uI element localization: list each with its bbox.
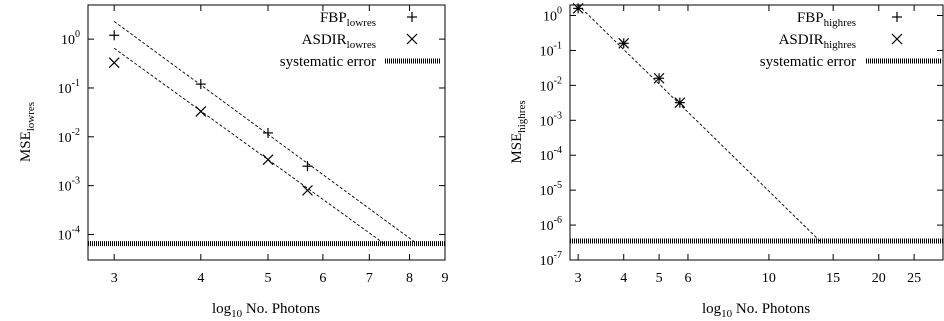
x-tick-label: 7	[366, 271, 373, 286]
y-tick-label: 10-7	[540, 250, 562, 269]
right-legend-plus-marker	[892, 12, 902, 22]
plus-marker	[195, 79, 206, 90]
x-tick-label: 10	[762, 271, 776, 286]
cross-marker	[302, 184, 313, 196]
y-tick-label: 10-3	[540, 110, 562, 129]
x-tick-label: 4	[197, 271, 204, 286]
left-y-axis-label: MSElowres	[18, 102, 37, 162]
y-tick-label: 10-4	[58, 224, 80, 243]
x-tick-label: 6	[684, 271, 691, 286]
right-fit-lines	[577, 4, 821, 242]
x-tick-label: 5	[656, 271, 663, 286]
right-x-axis-label: log10 No. Photons	[702, 301, 810, 320]
x-tick-label: 3	[575, 271, 582, 286]
x-tick-label: 15	[826, 271, 840, 286]
cross-marker	[406, 33, 418, 45]
plus-marker	[892, 12, 902, 22]
cross-marker	[195, 106, 207, 117]
x-tick-label: 4	[620, 271, 627, 286]
y-tick-label: 10-5	[540, 180, 562, 199]
left-ticks: 3 4 5 6 7 8 9 100 10-1 10-2 10-3 10-4	[58, 5, 449, 286]
y-tick-label: 10-2	[58, 127, 80, 146]
plus-marker	[109, 30, 120, 41]
y-tick-label: 10-2	[540, 75, 562, 94]
x-tick-label: 20	[872, 271, 886, 286]
cross-marker	[891, 33, 903, 45]
left-legend-cross-marker	[406, 33, 418, 45]
plus-marker	[407, 12, 417, 22]
left-legend-fbp-label: FBPlowres	[320, 10, 376, 29]
cross-marker	[618, 37, 630, 49]
left-plot-frame	[87, 4, 446, 261]
y-tick-label: 10-1	[540, 40, 562, 59]
plus-marker	[263, 127, 274, 138]
right-legend-fbp-label: FBPhighres	[797, 10, 856, 29]
left-x-axis-label: log10 No. Photons	[212, 301, 320, 320]
right-legend: FBPhighres ASDIRhighres systematic error	[760, 10, 942, 70]
y-tick-label: 10-4	[540, 145, 562, 164]
left-legend-plus-marker	[407, 12, 417, 22]
left-legend: FBPlowres ASDIRlowres systematic error	[280, 10, 440, 70]
fit-line	[113, 47, 385, 244]
x-tick-label: 3	[111, 271, 118, 286]
fit-line	[577, 4, 821, 242]
right-chart: 3 4 5 6 10 15 20 25 100 10-1 10-2 10-3 10-4 10-5 10-6 1…	[509, 2, 944, 320]
right-data-points	[572, 2, 686, 109]
y-tick-label: 10-6	[540, 215, 562, 234]
left-chart: 3 4 5 6 7 8 9 100 10-1 10-2 10-3 10-4 MSElowres log…	[18, 4, 449, 320]
x-tick-label: 5	[265, 271, 272, 286]
right-ticks: 3 4 5 6 10 15 20 25 100 10-1 10-2 10-3 10-4 10-5 10-6 1…	[540, 5, 943, 286]
x-tick-label: 8	[406, 271, 413, 286]
x-tick-label: 25	[907, 271, 921, 286]
right-legend-asdir-label: ASDIRhighres	[779, 32, 856, 51]
right-legend-syserr-label: systematic error	[760, 54, 856, 70]
right-legend-cross-marker	[891, 33, 903, 45]
right-plot-frame	[569, 4, 944, 261]
cross-marker	[674, 97, 686, 109]
cross-marker	[572, 2, 584, 14]
x-tick-label: 9	[442, 271, 449, 286]
cross-marker	[653, 72, 665, 84]
y-tick-label: 10-1	[58, 78, 80, 97]
y-tick-label: 10-3	[58, 176, 80, 195]
cross-marker	[262, 154, 274, 166]
right-y-axis-label: MSEhighres	[509, 100, 528, 163]
y-tick-label: 100	[543, 6, 562, 25]
cross-marker	[108, 57, 120, 69]
left-legend-syserr-label: systematic error	[280, 54, 376, 70]
plus-marker	[302, 161, 313, 172]
x-tick-label: 6	[319, 271, 326, 286]
left-legend-asdir-label: ASDIRlowres	[302, 32, 376, 51]
left-data-points	[108, 30, 313, 196]
y-tick-label: 100	[61, 29, 80, 48]
